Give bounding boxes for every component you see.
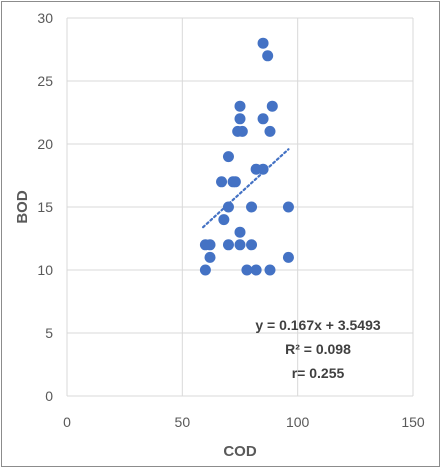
data-point (282, 251, 294, 263)
y-tick-label: 25 (37, 73, 53, 89)
data-point (234, 239, 246, 251)
data-points (199, 37, 294, 276)
data-point (250, 264, 262, 276)
data-point (216, 176, 228, 188)
trendline (201, 148, 290, 229)
data-point (199, 264, 211, 276)
x-axis-ticks: 0 50 100 150 (63, 414, 425, 430)
data-point (234, 226, 246, 238)
data-point (246, 201, 258, 213)
data-point (222, 151, 234, 163)
y-axis-ticks: 0 5 10 15 20 25 30 (37, 10, 53, 404)
x-tick-label: 100 (286, 414, 310, 430)
x-axis-title: COD (223, 443, 257, 460)
x-tick-label: 150 (401, 414, 425, 430)
y-tick-label: 20 (37, 136, 53, 152)
data-point (264, 264, 276, 276)
data-point (204, 239, 216, 251)
trendline-path (201, 148, 290, 229)
y-tick-label: 30 (37, 10, 53, 26)
data-point (234, 113, 246, 125)
trendline-equation: y = 0.167x + 3.5493 (255, 317, 381, 333)
data-point (262, 50, 274, 62)
data-point (222, 201, 234, 213)
data-point (257, 37, 269, 49)
data-point (257, 163, 269, 175)
data-point (204, 251, 216, 263)
x-tick-label: 0 (63, 414, 71, 430)
data-point (241, 264, 253, 276)
y-tick-label: 15 (37, 199, 53, 215)
data-point (229, 176, 241, 188)
r-label: r= 0.255 (292, 365, 345, 381)
data-point (222, 239, 234, 251)
data-point (257, 113, 269, 125)
data-point (246, 239, 258, 251)
y-tick-label: 5 (45, 325, 53, 341)
data-point (264, 125, 276, 137)
data-point (234, 100, 246, 112)
data-point (218, 214, 230, 226)
r-squared-label: R² = 0.098 (285, 341, 351, 357)
data-point (236, 125, 248, 137)
data-point (266, 100, 278, 112)
x-tick-label: 50 (175, 414, 191, 430)
gridlines (66, 17, 414, 397)
y-axis-title: BOD (14, 190, 31, 224)
data-point (282, 201, 294, 213)
y-tick-label: 0 (45, 388, 53, 404)
y-tick-label: 10 (37, 262, 53, 278)
